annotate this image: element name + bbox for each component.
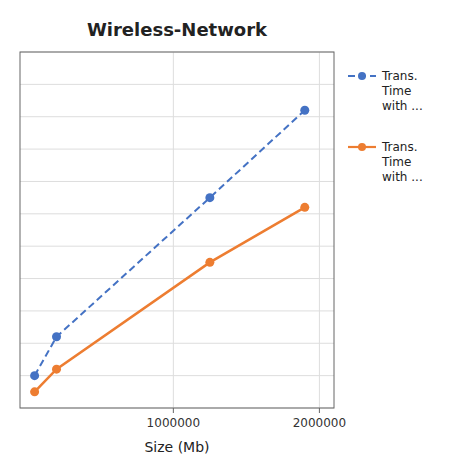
legend-label-line: with ...	[382, 99, 423, 113]
y-grid-line	[20, 181, 334, 182]
x-tick	[173, 408, 174, 413]
x-tick-label: 1000000	[147, 416, 200, 430]
y-grid-line	[20, 116, 334, 117]
series-marker	[300, 106, 309, 115]
legend-label: Trans.Timewith ...	[381, 140, 423, 184]
series-line	[35, 110, 305, 375]
series-group	[30, 106, 309, 397]
legend: Trans.Timewith ...Trans.Timewith ...	[348, 69, 423, 184]
x-axis: 1000000 2000000	[147, 408, 346, 430]
chart: 1000000 2000000 Size (Mb) Wireless-Network T…	[0, 0, 474, 474]
legend-label-line: Time	[381, 84, 411, 98]
legend-marker	[358, 72, 366, 80]
x-axis-label: Size (Mb)	[144, 439, 209, 455]
legend-label-line: Trans.	[381, 140, 418, 154]
x-grid-line	[319, 52, 320, 408]
y-grid-line	[20, 343, 334, 344]
series-marker	[52, 332, 61, 341]
y-grid-line	[20, 149, 334, 150]
legend-label-line: Trans.	[381, 69, 418, 83]
y-grid-line	[20, 310, 334, 311]
legend-label-line: Time	[381, 155, 411, 169]
y-grid-line	[20, 84, 334, 85]
grid	[20, 52, 334, 408]
legend-label-line: with ...	[382, 170, 423, 184]
y-grid-line	[20, 278, 334, 279]
y-grid-line	[20, 246, 334, 247]
y-grid-line	[20, 375, 334, 376]
plot-frame	[20, 52, 334, 408]
series-marker	[30, 371, 39, 380]
series-line	[35, 207, 305, 391]
title: Wireless-Network	[87, 19, 268, 40]
series-marker	[205, 258, 214, 267]
legend-marker	[358, 143, 366, 151]
legend-label: Trans.Timewith ...	[381, 69, 423, 113]
x-tick	[319, 408, 320, 413]
y-grid-line	[20, 213, 334, 214]
series-marker	[30, 387, 39, 396]
series-marker	[300, 203, 309, 212]
series-marker	[52, 365, 61, 374]
series-marker	[205, 193, 214, 202]
x-tick-label: 2000000	[293, 416, 346, 430]
